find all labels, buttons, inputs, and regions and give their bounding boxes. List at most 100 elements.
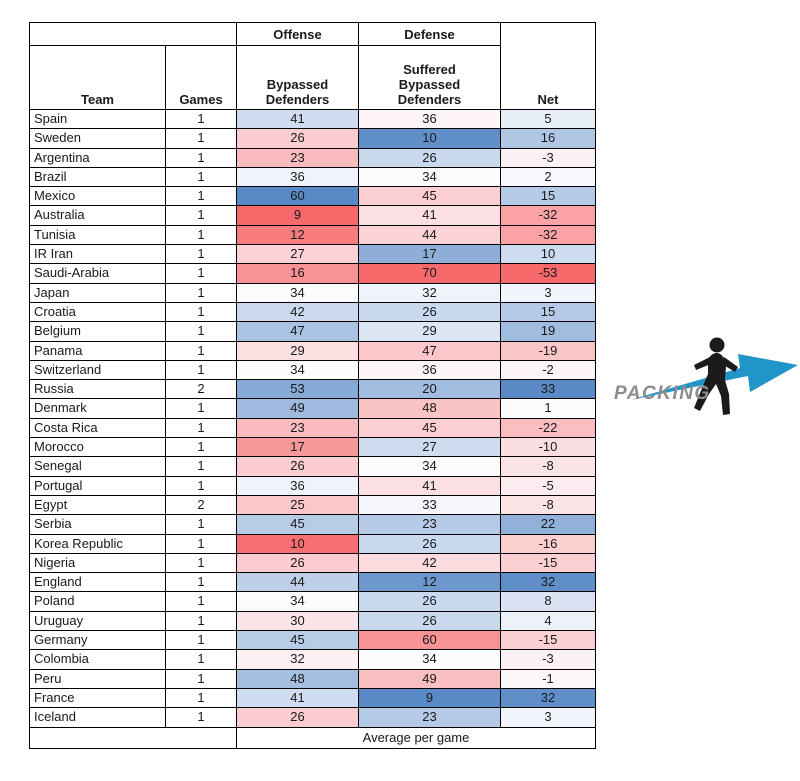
header-defense-group: Defense xyxy=(358,22,501,46)
games-cell: 1 xyxy=(165,321,237,342)
net-cell: -8 xyxy=(500,456,596,477)
offense-cell: 32 xyxy=(236,649,359,670)
games-cell: 2 xyxy=(165,379,237,400)
team-cell: Switzerland xyxy=(29,359,166,381)
games-cell: 1 xyxy=(165,707,237,728)
offense-cell: 45 xyxy=(236,514,359,535)
defense-cell: 47 xyxy=(358,340,501,361)
team-row: Portugal 1 36 41 -5 xyxy=(29,475,596,496)
defense-cell: 41 xyxy=(358,475,501,496)
net-cell: 15 xyxy=(500,301,596,323)
net-cell: -3 xyxy=(500,147,596,168)
team-row: Peru 1 48 49 -1 xyxy=(29,668,596,689)
team-row: Morocco 1 17 27 -10 xyxy=(29,437,596,458)
offense-cell: 48 xyxy=(236,668,359,689)
packing-logo-graphic: PACKING xyxy=(614,337,798,415)
defense-cell: 44 xyxy=(358,224,501,246)
footer-row: Average per game xyxy=(29,726,596,749)
games-cell: 1 xyxy=(165,668,237,689)
team-cell: Colombia xyxy=(29,649,166,670)
net-cell: -5 xyxy=(500,475,596,496)
games-cell: 1 xyxy=(165,437,237,458)
team-cell: Sweden xyxy=(29,128,166,149)
header-group-row: Offense Defense Net xyxy=(29,22,596,110)
games-cell: 1 xyxy=(165,282,237,303)
team-row: Korea Republic 1 10 26 -16 xyxy=(29,533,596,554)
net-cell: 32 xyxy=(500,687,596,709)
net-cell: -53 xyxy=(500,263,596,284)
games-cell: 1 xyxy=(165,147,237,168)
header-net: Net xyxy=(500,22,596,110)
header-bypassed-defenders: Bypassed Defenders xyxy=(236,45,359,110)
games-cell: 1 xyxy=(165,649,237,670)
defense-cell: 12 xyxy=(358,572,501,593)
games-cell: 1 xyxy=(165,591,237,612)
offense-cell: 9 xyxy=(236,205,359,226)
team-row: Egypt 2 25 33 -8 xyxy=(29,494,596,516)
offense-cell: 23 xyxy=(236,417,359,439)
defense-cell: 36 xyxy=(358,108,501,130)
team-cell: Iceland xyxy=(29,707,166,728)
games-cell: 1 xyxy=(165,456,237,477)
defense-cell: 26 xyxy=(358,610,501,632)
team-row: Denmark 1 49 48 1 xyxy=(29,398,596,419)
games-cell: 1 xyxy=(165,417,237,439)
defense-cell: 32 xyxy=(358,282,501,303)
offense-cell: 25 xyxy=(236,494,359,516)
net-cell: 1 xyxy=(500,398,596,419)
team-row: Uruguay 1 30 26 4 xyxy=(29,610,596,632)
offense-cell: 10 xyxy=(236,533,359,554)
team-cell: Spain xyxy=(29,108,166,130)
offense-cell: 34 xyxy=(236,591,359,612)
team-row: Panama 1 29 47 -19 xyxy=(29,340,596,361)
defense-cell: 34 xyxy=(358,649,501,670)
packing-table: Offense Defense Net Team Games Bypassed … xyxy=(29,22,596,749)
defense-cell: 34 xyxy=(358,456,501,477)
player-silhouette-icon xyxy=(694,337,738,415)
net-cell: 2 xyxy=(500,166,596,188)
team-row: Costa Rica 1 23 45 -22 xyxy=(29,417,596,439)
team-row: Poland 1 34 26 8 xyxy=(29,591,596,612)
team-row: Argentina 1 23 26 -3 xyxy=(29,147,596,168)
offense-cell: 34 xyxy=(236,282,359,303)
defense-cell: 42 xyxy=(358,552,501,574)
games-cell: 1 xyxy=(165,533,237,554)
net-cell: 3 xyxy=(500,707,596,728)
team-row: Croatia 1 42 26 15 xyxy=(29,301,596,323)
net-cell: 3 xyxy=(500,282,596,303)
defense-cell: 9 xyxy=(358,687,501,709)
net-cell: -2 xyxy=(500,359,596,381)
header-suffered-bypassed-defenders: Suffered Bypassed Defenders xyxy=(358,45,501,110)
defense-cell: 49 xyxy=(358,668,501,689)
games-cell: 1 xyxy=(165,244,237,265)
team-cell: Portugal xyxy=(29,475,166,496)
team-cell: Tunisia xyxy=(29,224,166,246)
games-cell: 1 xyxy=(165,186,237,207)
team-cell: Morocco xyxy=(29,437,166,458)
net-cell: 8 xyxy=(500,591,596,612)
offense-cell: 53 xyxy=(236,379,359,400)
defense-cell: 36 xyxy=(358,359,501,381)
table-footer: Average per game xyxy=(29,726,596,749)
team-row: Germany 1 45 60 -15 xyxy=(29,630,596,651)
net-cell: -15 xyxy=(500,630,596,651)
offense-cell: 45 xyxy=(236,630,359,651)
team-row: Nigeria 1 26 42 -15 xyxy=(29,552,596,574)
header-column-row: Team Games Bypassed Defenders Suffered B… xyxy=(29,45,596,110)
offense-cell: 30 xyxy=(236,610,359,632)
defense-cell: 23 xyxy=(358,707,501,728)
team-row: Switzerland 1 34 36 -2 xyxy=(29,359,596,381)
team-cell: Argentina xyxy=(29,147,166,168)
games-cell: 1 xyxy=(165,687,237,709)
net-cell: -32 xyxy=(500,205,596,226)
team-row: Senegal 1 26 34 -8 xyxy=(29,456,596,477)
offense-cell: 26 xyxy=(236,128,359,149)
offense-cell: 26 xyxy=(236,707,359,728)
net-cell: 22 xyxy=(500,514,596,535)
team-row: Iceland 1 26 23 3 xyxy=(29,707,596,728)
team-cell: Brazil xyxy=(29,166,166,188)
packing-logo: PACKING xyxy=(612,332,800,440)
games-cell: 1 xyxy=(165,572,237,593)
net-cell: -32 xyxy=(500,224,596,246)
